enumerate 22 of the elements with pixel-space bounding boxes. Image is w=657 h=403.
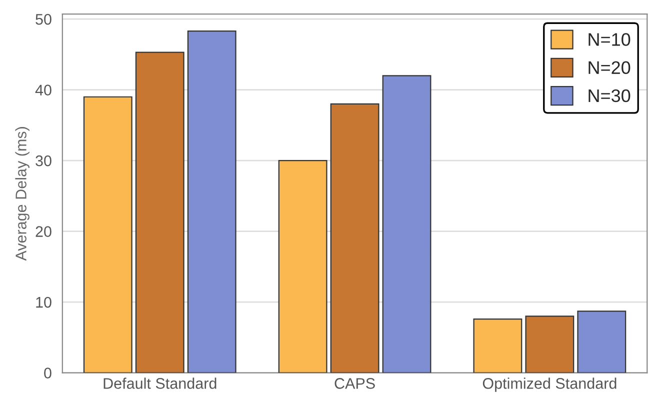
y-tick-label: 40	[35, 84, 52, 96]
y-tick-label: 0	[44, 368, 52, 378]
legend-label: N=10	[588, 33, 630, 46]
bar	[83, 96, 132, 373]
x-tick-label: CAPS	[334, 378, 375, 389]
y-tick-label: 30	[36, 155, 52, 166]
bar	[135, 52, 184, 373]
x-tick-label: Default Standard	[104, 378, 216, 389]
bar	[473, 318, 522, 373]
bar	[278, 160, 328, 373]
x-tick-label: Optimized Standard	[482, 378, 616, 392]
legend-label: N=30	[588, 89, 630, 102]
bar	[525, 316, 574, 373]
bar	[330, 103, 380, 373]
y-tick-label: 50	[36, 14, 52, 25]
bar	[382, 75, 432, 373]
y-axis-title: Average Delay (ms)	[15, 127, 30, 261]
legend-label: N=20	[588, 61, 630, 74]
bar	[187, 30, 236, 373]
y-tick-label: 10	[36, 296, 52, 308]
y-tick-label: 20	[36, 226, 52, 237]
bar	[577, 310, 626, 373]
